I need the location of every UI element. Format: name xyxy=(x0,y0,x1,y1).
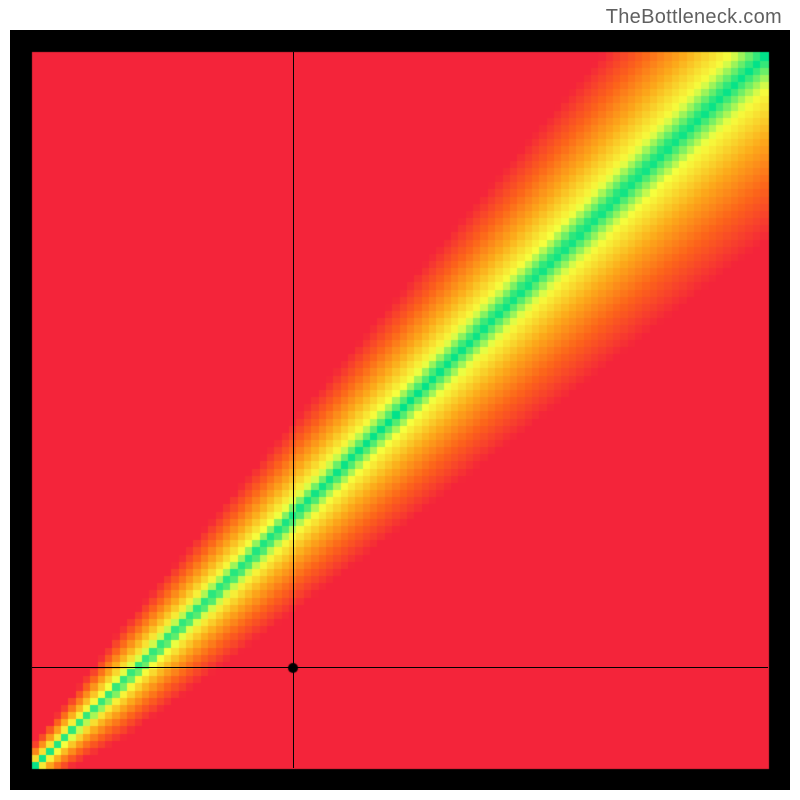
bottleneck-heatmap-frame xyxy=(10,30,790,790)
crosshair-dot xyxy=(287,662,299,674)
crosshair-vertical xyxy=(293,52,294,768)
bottleneck-heatmap xyxy=(10,30,790,790)
crosshair-horizontal xyxy=(32,667,768,668)
watermark-text: TheBottleneck.com xyxy=(606,6,782,29)
